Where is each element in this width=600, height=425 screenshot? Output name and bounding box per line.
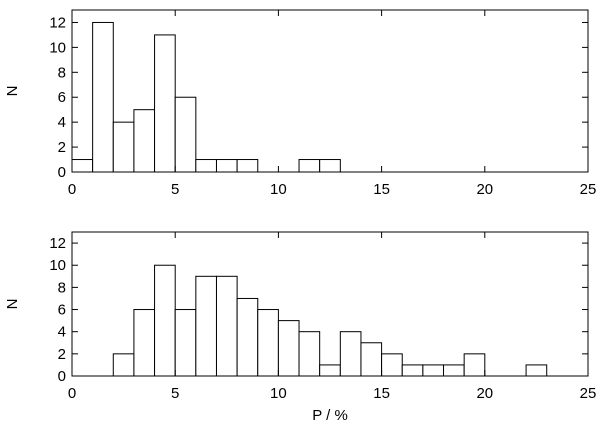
y-tick-label: 0 [58,368,66,385]
histogram-bar [195,159,217,173]
histogram-bar [154,34,176,173]
histogram-bar [257,309,279,377]
y-tick-label: 12 [49,235,66,252]
histogram-bar [215,159,238,173]
x-tick-label: 10 [270,385,287,402]
x-tick-label: 5 [171,181,179,198]
histogram-bar [236,159,259,173]
top-histogram-panel: 0 5 10 15 20 25 0 2 4 6 8 10 12 N [4,9,597,198]
y-tick-label: 6 [58,302,66,319]
y-tick-label: 8 [58,64,66,81]
histogram-bar [92,21,114,173]
histogram-bar [174,309,197,377]
y-tick-label: 8 [58,279,66,296]
histogram-bar [381,353,403,377]
y-tick-label: 10 [49,257,66,274]
x-tick-label: 20 [476,181,493,198]
histogram-bar [215,275,238,377]
histogram-bar [463,353,486,377]
histogram-bar [71,159,94,173]
y-tick-label: 10 [49,39,66,56]
y-tick-label: 0 [58,164,66,181]
histogram-bar [112,121,135,173]
x-tick-label: 25 [580,385,597,402]
histogram-bar [525,364,548,377]
y-tick-label: 4 [58,324,66,341]
x-tick-label: 0 [68,181,76,198]
histogram-bar [319,364,341,377]
histogram-bar [112,353,135,377]
x-tick-label: 20 [476,385,493,402]
y-tick-label: 2 [58,346,66,363]
histogram-bar [360,342,383,377]
x-tick-label: 15 [373,385,390,402]
histogram-bar [154,264,176,377]
histogram-bar [339,331,362,377]
x-tick-label: 0 [68,385,76,402]
histogram-bar [133,309,156,377]
histogram-bar [133,109,156,173]
x-axis-label: P / % [312,407,348,424]
histogram-bar [174,96,197,173]
histogram-bar [298,331,321,377]
histogram-bar [443,364,465,377]
histogram-bar [236,297,259,377]
y-tick-label: 12 [49,14,66,31]
bottom-histogram-panel: 0 5 10 15 20 25 0 2 4 6 8 10 12 N P / % [4,231,597,424]
y-axis-label: N [4,299,21,310]
histogram-bar [401,364,424,377]
histogram-bar [319,159,341,173]
histogram-bar [298,159,321,173]
histogram-bar [422,364,445,377]
x-tick-label: 5 [171,385,179,402]
y-tick-label: 6 [58,89,66,106]
y-axis-label: N [4,86,21,97]
y-tick-label: 2 [58,139,66,156]
x-tick-label: 15 [373,181,390,198]
y-tick-label: 4 [58,114,66,131]
x-tick-label: 10 [270,181,287,198]
x-tick-label: 25 [580,181,597,198]
histogram-bar [195,275,217,377]
plot-frame [71,231,589,377]
plot-frame [71,9,589,173]
histogram-bar [277,320,300,377]
